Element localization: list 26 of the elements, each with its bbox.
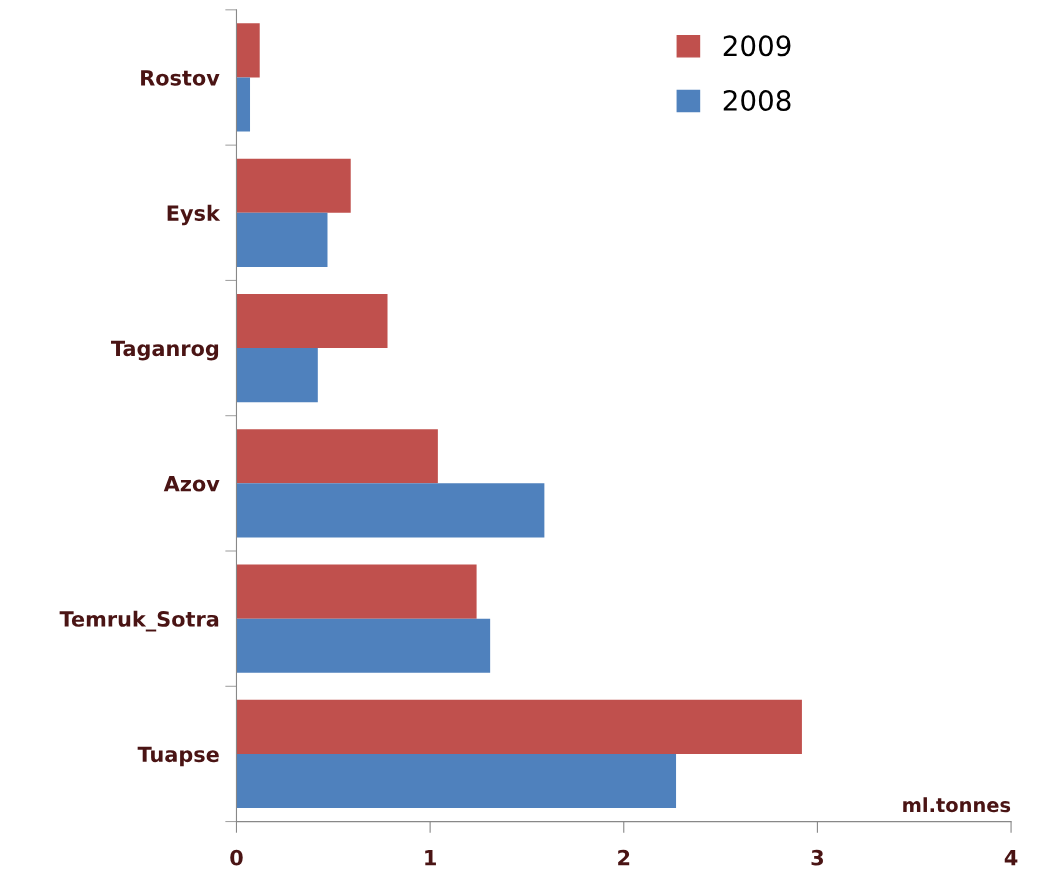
bar: [236, 293, 388, 349]
x-tick-label: 1: [425, 850, 436, 866]
x-tick-label: 2: [618, 849, 630, 866]
bar: [236, 753, 677, 809]
bar: [236, 564, 477, 619]
legend-label: 2009: [723, 35, 791, 57]
x-tick-label: 4: [1004, 850, 1018, 866]
bar: [236, 699, 802, 754]
y-tick-label: Taganrog: [111, 340, 219, 361]
bar: [236, 77, 251, 132]
x-tick-label: 0: [230, 849, 243, 866]
bar: [236, 429, 438, 484]
bar: [236, 483, 545, 538]
legend-label: 2008: [723, 89, 791, 111]
y-tick-label: Rostov: [141, 70, 220, 86]
y-tick-label: Tuapse: [137, 746, 219, 767]
bar: [236, 618, 491, 673]
y-tick-label: Eysk: [167, 204, 221, 226]
bar: [236, 158, 351, 213]
bar: [236, 348, 318, 403]
y-tick-label: Temruk_Sotra: [59, 610, 219, 632]
x-tick-label: 3: [811, 849, 824, 866]
bar: [236, 23, 260, 78]
bar: [236, 212, 328, 267]
x-axis-title: ml.tonnes: [903, 797, 1011, 813]
y-tick-label: Azov: [163, 476, 220, 492]
